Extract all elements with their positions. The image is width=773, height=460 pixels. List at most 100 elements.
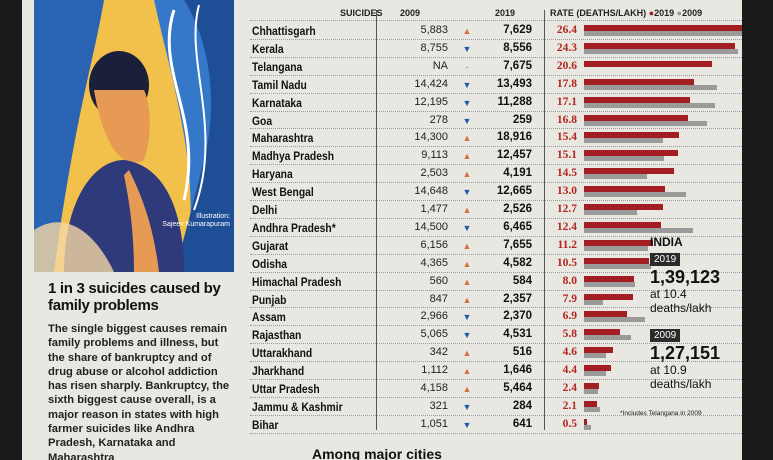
row-divider — [250, 414, 742, 416]
rate-2019: 15.4 — [556, 131, 577, 144]
bar-2009 — [584, 120, 707, 126]
table-row: Rajasthan 5,065 ▼ 4,531 5.8 — [250, 326, 742, 343]
bar-2009 — [584, 371, 607, 377]
rate-2019: 5.8 — [562, 328, 577, 341]
arrow-down-icon: ▼ — [462, 401, 472, 412]
suicides-2019: 12,665 — [496, 185, 532, 198]
table-row: Bihar 1,051 ▼ 641 0.5 — [250, 416, 742, 433]
suicides-2019: 259 — [512, 113, 532, 126]
row-divider — [250, 379, 742, 380]
suicides-2009: 5,883 — [420, 24, 448, 36]
row-divider — [250, 200, 742, 201]
bar-2009 — [584, 156, 664, 162]
table-row: Assam 2,966 ▼ 2,370 6.9 — [250, 308, 742, 325]
arrow-down-icon: ▼ — [462, 187, 472, 198]
suicides-2009: 278 — [429, 113, 448, 126]
illustration-credit: Illustration: Sajeev Kumarapuram — [150, 213, 230, 229]
suicides-2009: 1,477 — [420, 203, 448, 215]
table-row: Kerala 8,755 ▼ 8,556 24.3 — [250, 40, 742, 57]
state-name: Andhra Pradesh* — [252, 220, 336, 235]
rate-2019: 20.6 — [556, 59, 577, 72]
arrow-down-icon: ▼ — [462, 115, 472, 126]
bar-2019 — [584, 257, 650, 264]
newspaper-page: Illustration: Sajeev Kumarapuram 1 in 3 … — [22, 0, 742, 460]
suicides-2019: 2,526 — [503, 203, 532, 215]
bar-2019 — [584, 311, 627, 318]
row-divider — [250, 253, 742, 255]
header-2019: 2019 — [495, 8, 516, 18]
suicides-2009: 1,112 — [421, 364, 448, 377]
bar-2019 — [584, 186, 665, 193]
state-name: Haryana — [252, 167, 293, 182]
suicides-2019: 4,531 — [503, 328, 532, 341]
rate-2019: 4.4 — [562, 364, 577, 377]
arrow-down-icon: ▼ — [462, 79, 472, 90]
arrow-up-icon: ▲ — [462, 294, 472, 305]
header-rule — [250, 20, 742, 21]
table-row: Chhattisgarh 5,883 ▲ 7,629 26.4 — [250, 22, 742, 39]
rate-2019: 10.5 — [556, 256, 577, 269]
rate-2019: 7.9 — [562, 292, 577, 305]
suicides-2019: 7,655 — [503, 238, 532, 251]
bar-2009 — [584, 174, 648, 180]
credit-artist: Sajeev Kumarapuram — [162, 221, 230, 228]
state-name: Kerala — [252, 41, 284, 56]
article-body: The single biggest causes remain family … — [48, 323, 230, 460]
bar-2019 — [584, 132, 680, 139]
bar-2009 — [584, 138, 664, 144]
state-name: Rajasthan — [252, 328, 302, 343]
arrow-up-icon: ▲ — [462, 276, 472, 287]
row-divider — [250, 343, 742, 345]
bar-2009 — [584, 245, 648, 251]
rate-2019: 12.7 — [556, 203, 577, 215]
row-divider — [250, 164, 742, 166]
table-row: Jammu & Kashmir 321 ▼ 284 2.1 — [250, 398, 742, 415]
bar-2009 — [584, 424, 591, 430]
bar-2009 — [584, 84, 718, 90]
dash-icon: · — [465, 61, 469, 72]
row-divider — [250, 56, 742, 58]
state-name: Tamil Nadu — [252, 77, 307, 92]
state-name: Madhya Pradesh — [252, 149, 335, 164]
bar-2019 — [584, 96, 691, 103]
rate-2019: 16.8 — [556, 113, 577, 126]
arrow-up-icon: ▲ — [462, 133, 472, 144]
bar-2019 — [584, 239, 654, 246]
india-summary: INDIA 2019 1,39,123 at 10.4 deaths/lakh … — [650, 235, 740, 391]
row-divider — [250, 128, 742, 130]
table-row: Goa 278 ▼ 259 16.8 — [250, 112, 742, 129]
state-name: Goa — [252, 113, 273, 128]
state-name: Himachal Pradesh — [252, 274, 342, 289]
row-divider — [250, 74, 742, 76]
suicides-2009: 847 — [429, 292, 448, 305]
header-2009: 2009 — [400, 8, 421, 18]
arrow-down-icon: ▼ — [462, 43, 472, 54]
suicides-2019: 4,582 — [503, 256, 532, 269]
rate-2019: 12.4 — [556, 220, 577, 233]
rate-2019: 8.0 — [562, 274, 577, 287]
table-row: Andhra Pradesh* 14,500 ▼ 6,465 12.4 — [250, 219, 742, 236]
arrow-down-icon: ▼ — [462, 222, 472, 233]
bar-2019 — [584, 42, 735, 49]
state-name: Delhi — [252, 203, 278, 217]
suicides-2009: 14,500 — [414, 220, 448, 233]
row-divider — [250, 182, 742, 184]
suicides-2019: 11,288 — [497, 95, 532, 108]
suicides-2009: 2,503 — [420, 167, 448, 180]
rate-2019: 15.1 — [556, 149, 577, 162]
column-divider — [376, 10, 377, 430]
column-divider — [544, 10, 545, 430]
suicides-2009: 14,300 — [414, 131, 448, 144]
suicides-2009: 4,365 — [420, 256, 448, 269]
state-name: Odisha — [252, 256, 287, 271]
suicides-2019: 7,675 — [503, 59, 532, 72]
row-divider — [250, 146, 742, 148]
row-divider — [250, 396, 742, 398]
suicides-2019: 4,191 — [503, 167, 532, 180]
arrow-down-icon: ▼ — [462, 330, 472, 341]
suicides-2019: 7,629 — [503, 24, 532, 36]
rate-2019: 24.3 — [556, 41, 577, 54]
arrow-up-icon: ▲ — [462, 384, 472, 394]
table-row: Madhya Pradesh 9,113 ▲ 12,457 15.1 — [250, 147, 742, 164]
suicides-2019: 284 — [512, 399, 532, 412]
